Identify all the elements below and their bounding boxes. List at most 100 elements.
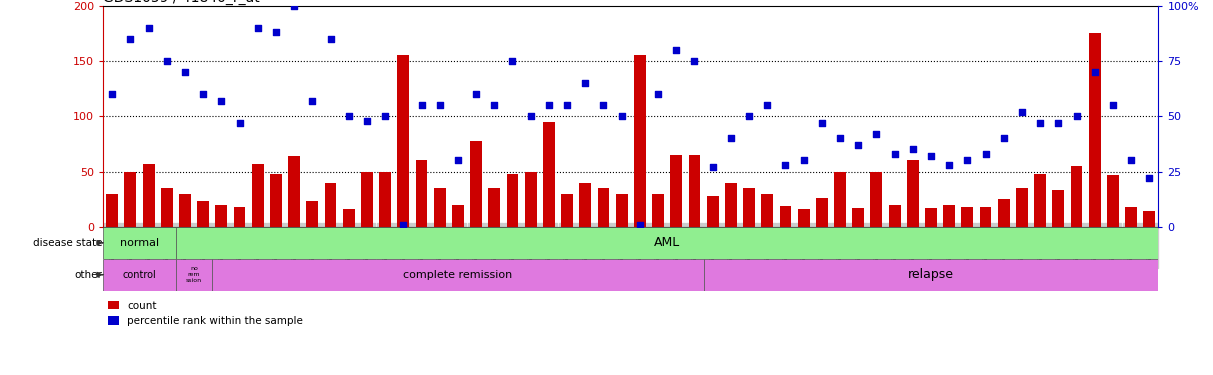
Bar (216, 205, 227, 227)
Text: other: other (75, 270, 103, 280)
Point (885, 151, 905, 157)
Point (485, 102, 505, 108)
Point (393, 222, 412, 228)
Point (1086, 69, 1105, 75)
Point (740, 113, 759, 119)
Text: AML: AML (654, 236, 680, 249)
Text: no
rem
ssion: no rem ssion (186, 266, 203, 283)
Point (958, 158, 978, 164)
Point (975, 151, 995, 157)
Point (376, 113, 395, 119)
Bar (1016, 188, 1027, 227)
Bar (798, 209, 809, 227)
Point (939, 162, 958, 168)
Bar (452, 205, 463, 227)
Bar (998, 199, 1009, 227)
Point (503, 58, 523, 64)
Point (1031, 120, 1050, 126)
Point (340, 113, 359, 119)
Point (194, 91, 213, 97)
Point (230, 120, 250, 126)
Point (576, 80, 596, 86)
Point (449, 158, 468, 164)
Point (303, 98, 323, 104)
Bar (180, 194, 190, 227)
Bar (926, 208, 936, 227)
Bar (816, 198, 827, 227)
Point (648, 91, 667, 97)
Bar (143, 164, 154, 227)
Point (540, 102, 559, 108)
Point (557, 102, 577, 108)
Point (830, 135, 849, 141)
Point (266, 29, 286, 35)
Point (793, 158, 813, 164)
Bar (380, 171, 391, 227)
Point (138, 25, 158, 31)
Bar (471, 141, 482, 227)
Bar (944, 205, 955, 227)
Bar (325, 183, 336, 227)
Point (1048, 120, 1067, 126)
Point (721, 135, 740, 141)
Point (902, 146, 923, 152)
Bar (598, 188, 609, 227)
Point (466, 91, 485, 97)
Bar (689, 155, 700, 227)
Point (667, 47, 687, 53)
Bar (252, 164, 263, 227)
Bar (161, 188, 172, 227)
Legend: count, percentile rank within the sample: count, percentile rank within the sample (108, 301, 303, 326)
Bar (1089, 33, 1100, 227)
Point (284, 3, 303, 9)
Text: relapse: relapse (909, 268, 953, 281)
Bar (671, 155, 682, 227)
Bar (176, 259, 212, 291)
Bar (780, 206, 791, 227)
Point (776, 162, 796, 168)
Point (176, 69, 195, 75)
Point (320, 36, 340, 42)
Point (102, 91, 121, 97)
Point (866, 131, 885, 137)
Bar (103, 227, 176, 259)
Bar (707, 196, 718, 227)
Point (247, 25, 267, 31)
Point (121, 36, 141, 42)
Point (922, 153, 941, 159)
Point (813, 120, 832, 126)
Bar (653, 194, 664, 227)
Bar (489, 188, 500, 227)
Bar (853, 208, 864, 227)
Bar (416, 160, 427, 227)
Bar (125, 171, 136, 227)
Bar (525, 171, 536, 227)
Point (357, 118, 376, 124)
Bar (725, 183, 736, 227)
Bar (212, 259, 704, 291)
Bar (507, 174, 518, 227)
Bar (1071, 166, 1082, 227)
Bar (434, 188, 445, 227)
Point (594, 102, 613, 108)
Bar (307, 201, 318, 227)
Bar (616, 194, 627, 227)
Point (1122, 158, 1141, 164)
Point (1140, 175, 1160, 181)
Bar (398, 56, 409, 227)
Bar (198, 201, 209, 227)
Point (522, 113, 541, 119)
Bar (543, 122, 554, 227)
Bar (270, 174, 281, 227)
Point (429, 102, 449, 108)
Text: complete remission: complete remission (403, 270, 513, 280)
Point (631, 222, 650, 228)
Bar (1107, 175, 1118, 227)
Bar (103, 259, 176, 291)
Point (995, 135, 1014, 141)
Bar (634, 56, 645, 227)
Point (411, 102, 432, 108)
Bar (562, 194, 573, 227)
Bar (343, 209, 354, 227)
Text: disease state: disease state (33, 238, 103, 248)
